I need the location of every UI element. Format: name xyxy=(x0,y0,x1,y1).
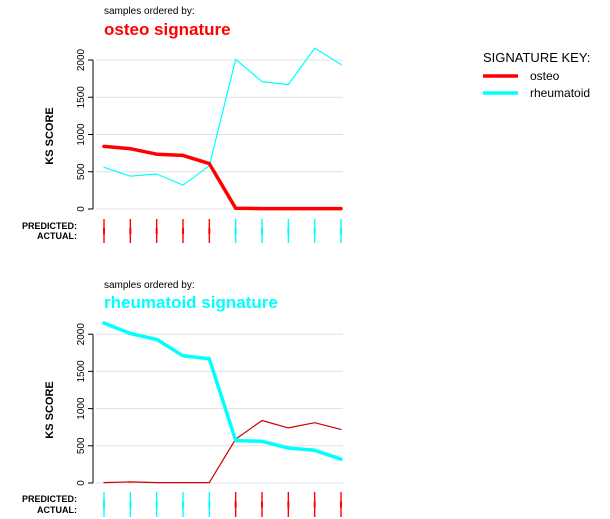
y-tick-label: 1500 xyxy=(76,86,87,109)
actual-row-label: ACTUAL: xyxy=(37,231,77,241)
y-axis-label: KS SCORE xyxy=(44,107,56,164)
y-tick-label: 500 xyxy=(76,437,87,454)
y-tick-label: 500 xyxy=(76,163,87,180)
chart-title: rheumatoid signature xyxy=(104,293,278,312)
panel-rheumatoid-signature: samples ordered by: rheumatoid signature… xyxy=(22,280,343,517)
predicted-row-label: PREDICTED: xyxy=(22,221,77,231)
key-title: SIGNATURE KEY: xyxy=(483,50,590,65)
legend-label-osteo: osteo xyxy=(530,69,560,83)
subtitle: samples ordered by: xyxy=(104,6,195,17)
series-line-osteo xyxy=(103,419,342,484)
series-line-rheumatoid xyxy=(102,321,343,461)
signature-key: SIGNATURE KEY: osteo rheumatoid xyxy=(483,50,590,100)
series-line-osteo xyxy=(102,144,343,211)
panel-osteo-signature: samples ordered by: osteo signature KS S… xyxy=(22,6,343,243)
series-line-rheumatoid xyxy=(103,47,342,186)
legend-label-rheumatoid: rheumatoid xyxy=(530,86,590,100)
y-axis-label: KS SCORE xyxy=(44,381,56,438)
y-tick-label: 1000 xyxy=(76,123,87,146)
actual-row-label: ACTUAL: xyxy=(37,505,77,515)
chart-title: osteo signature xyxy=(104,20,231,39)
plot-area: 0 500 1000 1500 2000 xyxy=(76,47,343,243)
plot-area: 0 500 1000 1500 2000 xyxy=(76,321,343,517)
predicted-row-label: PREDICTED: xyxy=(22,494,77,504)
y-tick-label: 1500 xyxy=(76,360,87,383)
subtitle: samples ordered by: xyxy=(104,280,195,291)
y-tick-label: 2000 xyxy=(76,323,87,346)
y-tick-label: 0 xyxy=(76,206,87,212)
y-tick-label: 0 xyxy=(76,480,87,486)
y-tick-label: 1000 xyxy=(76,397,87,420)
y-tick-label: 2000 xyxy=(76,48,87,71)
